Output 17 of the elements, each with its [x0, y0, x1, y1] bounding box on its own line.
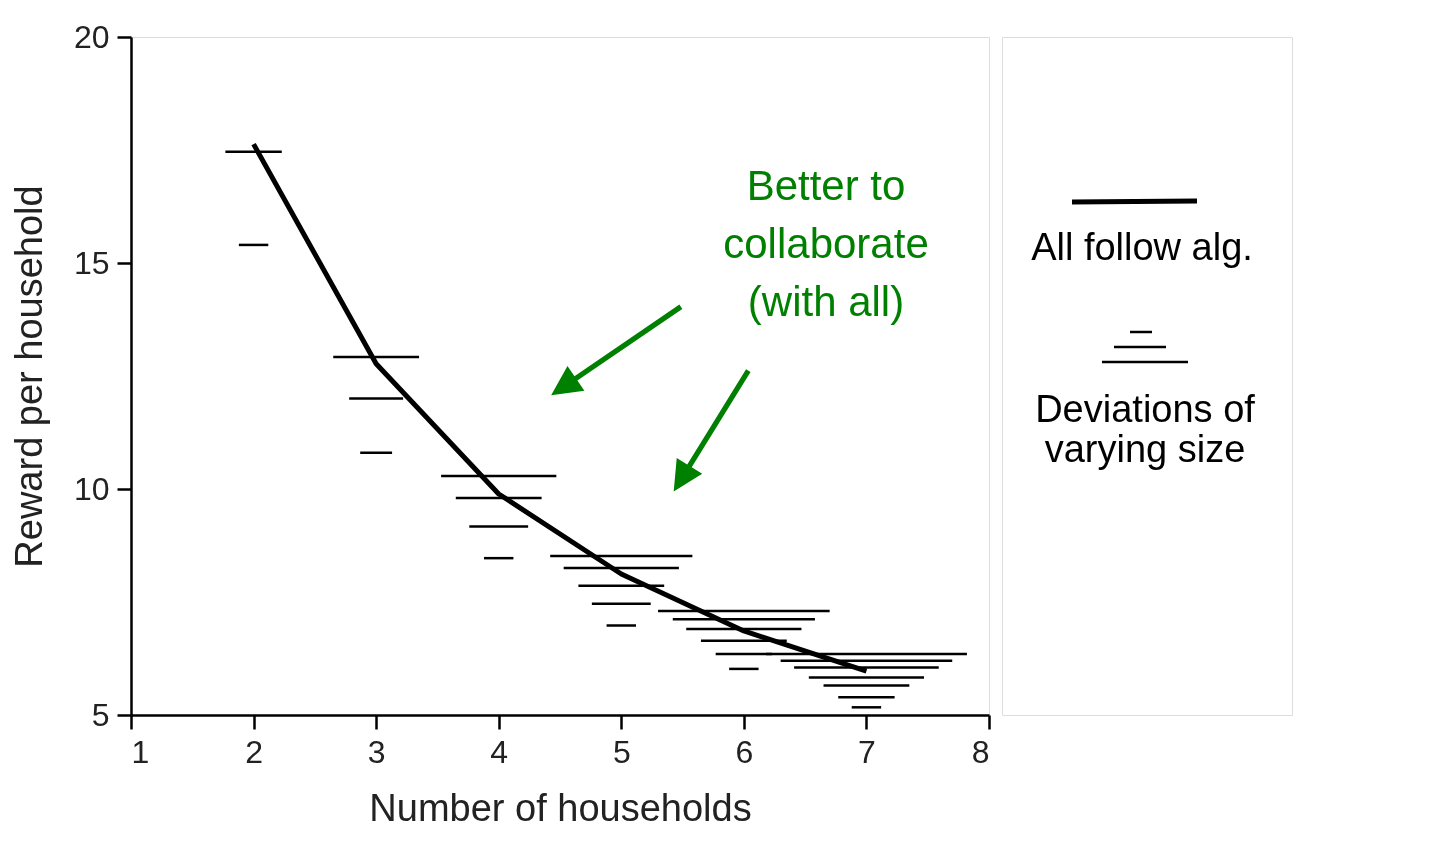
legend-label: All follow alg.: [1031, 226, 1253, 268]
x-tick-label: 4: [490, 733, 509, 770]
x-tick-label: 8: [971, 733, 990, 770]
annotation: Better to collaborate (with all): [723, 162, 929, 325]
x-tick-label: 6: [735, 733, 754, 770]
x-axis-title: Number of households: [369, 786, 752, 829]
y-tick-label: 10: [73, 470, 110, 507]
x-tick-label: 7: [858, 733, 876, 770]
y-axis-title: Reward per household: [7, 185, 50, 568]
y-tick-label: 5: [91, 696, 110, 733]
legend-label: Deviations of varying size: [1035, 388, 1256, 470]
x-tick-label: 1: [131, 733, 150, 770]
y-tick-label: 20: [73, 18, 110, 55]
x-tick-label: 3: [367, 733, 386, 770]
y-tick-label: 15: [73, 244, 110, 281]
x-tick-label: 5: [612, 733, 631, 770]
x-tick-label: 2: [245, 733, 263, 770]
